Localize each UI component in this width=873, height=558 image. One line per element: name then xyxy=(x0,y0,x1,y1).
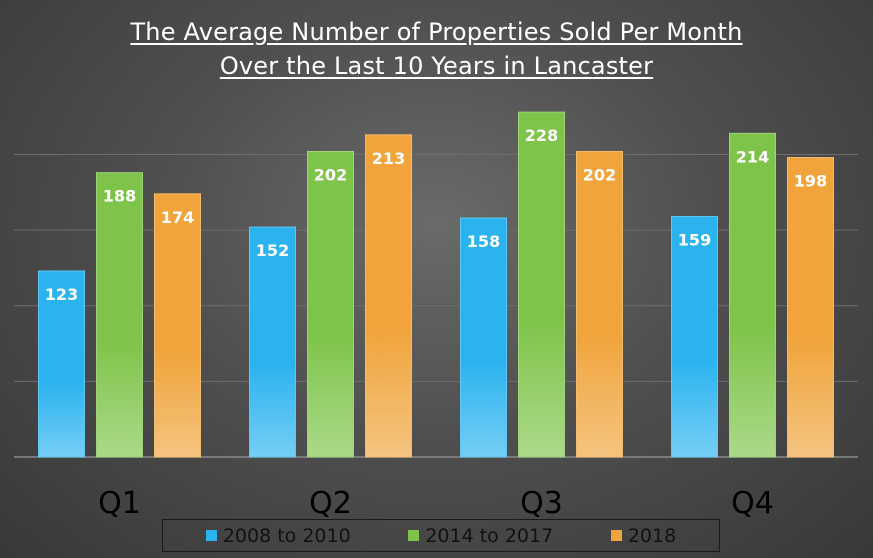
chart-title: The Average Number of Properties Sold Pe… xyxy=(130,18,743,46)
data-label-q3-series-1: 158 xyxy=(467,232,500,251)
legend: 2008 to 2010 2014 to 2017 2018 xyxy=(162,519,720,552)
bar-q1-series-2 xyxy=(96,172,143,458)
bar-q1-series-1 xyxy=(38,270,85,458)
category-label-q2: Q2 xyxy=(309,486,352,521)
data-label-q4-series-3: 198 xyxy=(794,172,827,191)
category-label-q1: Q1 xyxy=(98,486,141,521)
bar-q3-series-3 xyxy=(576,150,623,458)
data-labels: 123 188 174 152 202 213 158 228 202 159 214 198 xyxy=(45,126,827,304)
bar-q1-series-3 xyxy=(154,193,201,458)
bar-q2-series-2 xyxy=(307,150,354,458)
bar-q3-series-1 xyxy=(460,217,507,458)
category-labels: Q1 Q2 Q3 Q4 xyxy=(98,486,774,521)
legend-item-2018: 2018 xyxy=(610,524,677,547)
data-label-q3-series-2: 228 xyxy=(525,126,558,145)
data-label-q1-series-3: 174 xyxy=(161,208,194,227)
bar-q2-series-1 xyxy=(249,226,296,458)
data-label-q2-series-3: 213 xyxy=(372,149,405,168)
legend-swatch-2008-2010 xyxy=(205,530,217,541)
data-label-q3-series-3: 202 xyxy=(583,165,616,184)
bar-q2-series-3 xyxy=(365,134,412,458)
data-label-q1-series-1: 123 xyxy=(45,285,78,304)
data-label-q4-series-1: 159 xyxy=(678,231,711,250)
bar-q4-series-2 xyxy=(729,132,776,458)
legend-swatch-2018 xyxy=(610,530,622,541)
legend-swatch-2014-2017 xyxy=(408,530,420,541)
bar-q4-series-1 xyxy=(671,216,718,458)
bars xyxy=(38,111,834,458)
chart-subtitle: Over the Last 10 Years in Lancaster xyxy=(219,52,654,80)
data-label-q2-series-1: 152 xyxy=(256,241,289,260)
data-label-q2-series-2: 202 xyxy=(314,165,347,184)
legend-label-2014-2017: 2014 to 2017 xyxy=(425,524,554,547)
data-label-q4-series-2: 214 xyxy=(736,147,769,166)
bar-q3-series-2 xyxy=(518,111,565,458)
data-label-q1-series-2: 188 xyxy=(103,187,136,206)
legend-item-2014-2017: 2014 to 2017 xyxy=(408,525,553,547)
bar-q4-series-3 xyxy=(787,157,834,458)
category-label-q4: Q4 xyxy=(731,486,774,521)
legend-item-2008-2010: 2008 to 2010 xyxy=(205,524,351,547)
legend-label-2008-2010: 2008 to 2010 xyxy=(222,524,351,547)
legend-label-2018: 2018 xyxy=(627,524,677,547)
category-label-q3: Q3 xyxy=(520,486,563,521)
